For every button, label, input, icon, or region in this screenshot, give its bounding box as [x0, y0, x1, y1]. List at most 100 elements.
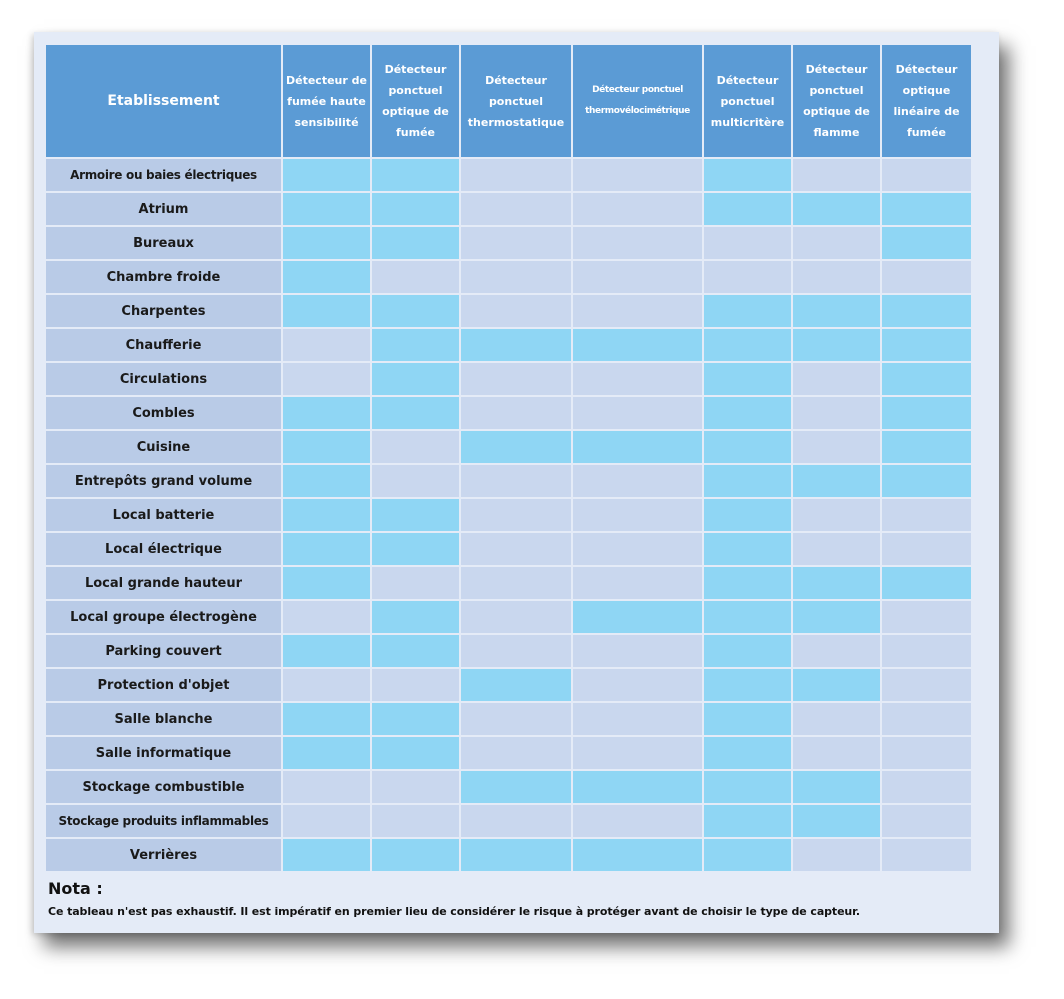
cell-applicable: [882, 465, 971, 497]
cell-empty: [573, 159, 702, 191]
cell-applicable: [704, 397, 791, 429]
cell-applicable: [283, 295, 370, 327]
detector-selection-sheet: Etablissement Détecteur de fumée haute s…: [34, 32, 999, 933]
cell-applicable: [283, 703, 370, 735]
cell-applicable: [372, 839, 459, 871]
cell-applicable: [704, 771, 791, 803]
row-header: Atrium: [46, 193, 281, 225]
column-header: Détecteur de fumée haute sensibilité: [283, 45, 370, 157]
cell-empty: [793, 533, 880, 565]
cell-applicable: [573, 601, 702, 633]
row-header: Chambre froide: [46, 261, 281, 293]
cell-applicable: [372, 397, 459, 429]
row-header: Entrepôts grand volume: [46, 465, 281, 497]
cell-applicable: [793, 805, 880, 837]
cell-empty: [461, 193, 571, 225]
cell-empty: [461, 737, 571, 769]
cell-applicable: [283, 159, 370, 191]
row-header: Bureaux: [46, 227, 281, 259]
cell-empty: [573, 805, 702, 837]
cell-applicable: [882, 193, 971, 225]
cell-applicable: [283, 839, 370, 871]
cell-applicable: [704, 499, 791, 531]
cell-empty: [793, 703, 880, 735]
cell-empty: [461, 465, 571, 497]
cell-applicable: [573, 329, 702, 361]
row-header: Verrières: [46, 839, 281, 871]
row-header: Local électrique: [46, 533, 281, 565]
cell-applicable: [372, 295, 459, 327]
cell-applicable: [882, 397, 971, 429]
cell-empty: [573, 465, 702, 497]
cell-empty: [283, 669, 370, 701]
cell-empty: [882, 533, 971, 565]
cell-empty: [793, 431, 880, 463]
cell-applicable: [793, 465, 880, 497]
nota-text: Ce tableau n'est pas exhaustif. Il est i…: [48, 905, 860, 918]
cell-empty: [372, 567, 459, 599]
cell-empty: [573, 363, 702, 395]
cell-empty: [372, 261, 459, 293]
corner-header-etablissement: Etablissement: [46, 45, 281, 157]
cell-applicable: [882, 227, 971, 259]
cell-empty: [793, 635, 880, 667]
row-header: Local grande hauteur: [46, 567, 281, 599]
cell-empty: [372, 431, 459, 463]
cell-empty: [573, 567, 702, 599]
cell-applicable: [704, 839, 791, 871]
cell-empty: [461, 805, 571, 837]
cell-empty: [283, 329, 370, 361]
cell-empty: [793, 397, 880, 429]
cell-applicable: [283, 193, 370, 225]
cell-empty: [793, 227, 880, 259]
cell-applicable: [283, 737, 370, 769]
column-header: Détecteur ponctuel thermostatique: [461, 45, 571, 157]
cell-empty: [461, 397, 571, 429]
cell-applicable: [793, 601, 880, 633]
cell-empty: [793, 159, 880, 191]
cell-applicable: [372, 363, 459, 395]
cell-applicable: [704, 703, 791, 735]
cell-empty: [793, 499, 880, 531]
cell-applicable: [372, 635, 459, 667]
cell-applicable: [704, 635, 791, 667]
cell-applicable: [793, 295, 880, 327]
cell-empty: [372, 771, 459, 803]
cell-applicable: [793, 771, 880, 803]
cell-applicable: [461, 839, 571, 871]
cell-empty: [882, 703, 971, 735]
cell-applicable: [372, 533, 459, 565]
cell-empty: [882, 839, 971, 871]
cell-applicable: [882, 431, 971, 463]
cell-empty: [461, 159, 571, 191]
cell-empty: [573, 261, 702, 293]
cell-empty: [793, 363, 880, 395]
cell-applicable: [283, 227, 370, 259]
cell-applicable: [283, 431, 370, 463]
cell-applicable: [704, 329, 791, 361]
cell-empty: [573, 737, 702, 769]
column-header: Détecteur ponctuel optique de fumée: [372, 45, 459, 157]
cell-applicable: [461, 771, 571, 803]
cell-applicable: [283, 567, 370, 599]
cell-empty: [573, 703, 702, 735]
column-header: Détecteur ponctuel multicritère: [704, 45, 791, 157]
cell-empty: [573, 193, 702, 225]
cell-empty: [461, 227, 571, 259]
cell-empty: [372, 669, 459, 701]
cell-empty: [882, 601, 971, 633]
column-header: Détecteur ponctuel thermovélocimétrique: [573, 45, 702, 157]
cell-empty: [882, 669, 971, 701]
cell-applicable: [283, 499, 370, 531]
cell-applicable: [704, 465, 791, 497]
cell-applicable: [882, 363, 971, 395]
cell-empty: [573, 669, 702, 701]
cell-applicable: [704, 601, 791, 633]
cell-empty: [283, 771, 370, 803]
cell-applicable: [882, 329, 971, 361]
cell-empty: [461, 533, 571, 565]
cell-empty: [882, 805, 971, 837]
row-header: Local batterie: [46, 499, 281, 531]
cell-applicable: [793, 193, 880, 225]
cell-applicable: [283, 465, 370, 497]
